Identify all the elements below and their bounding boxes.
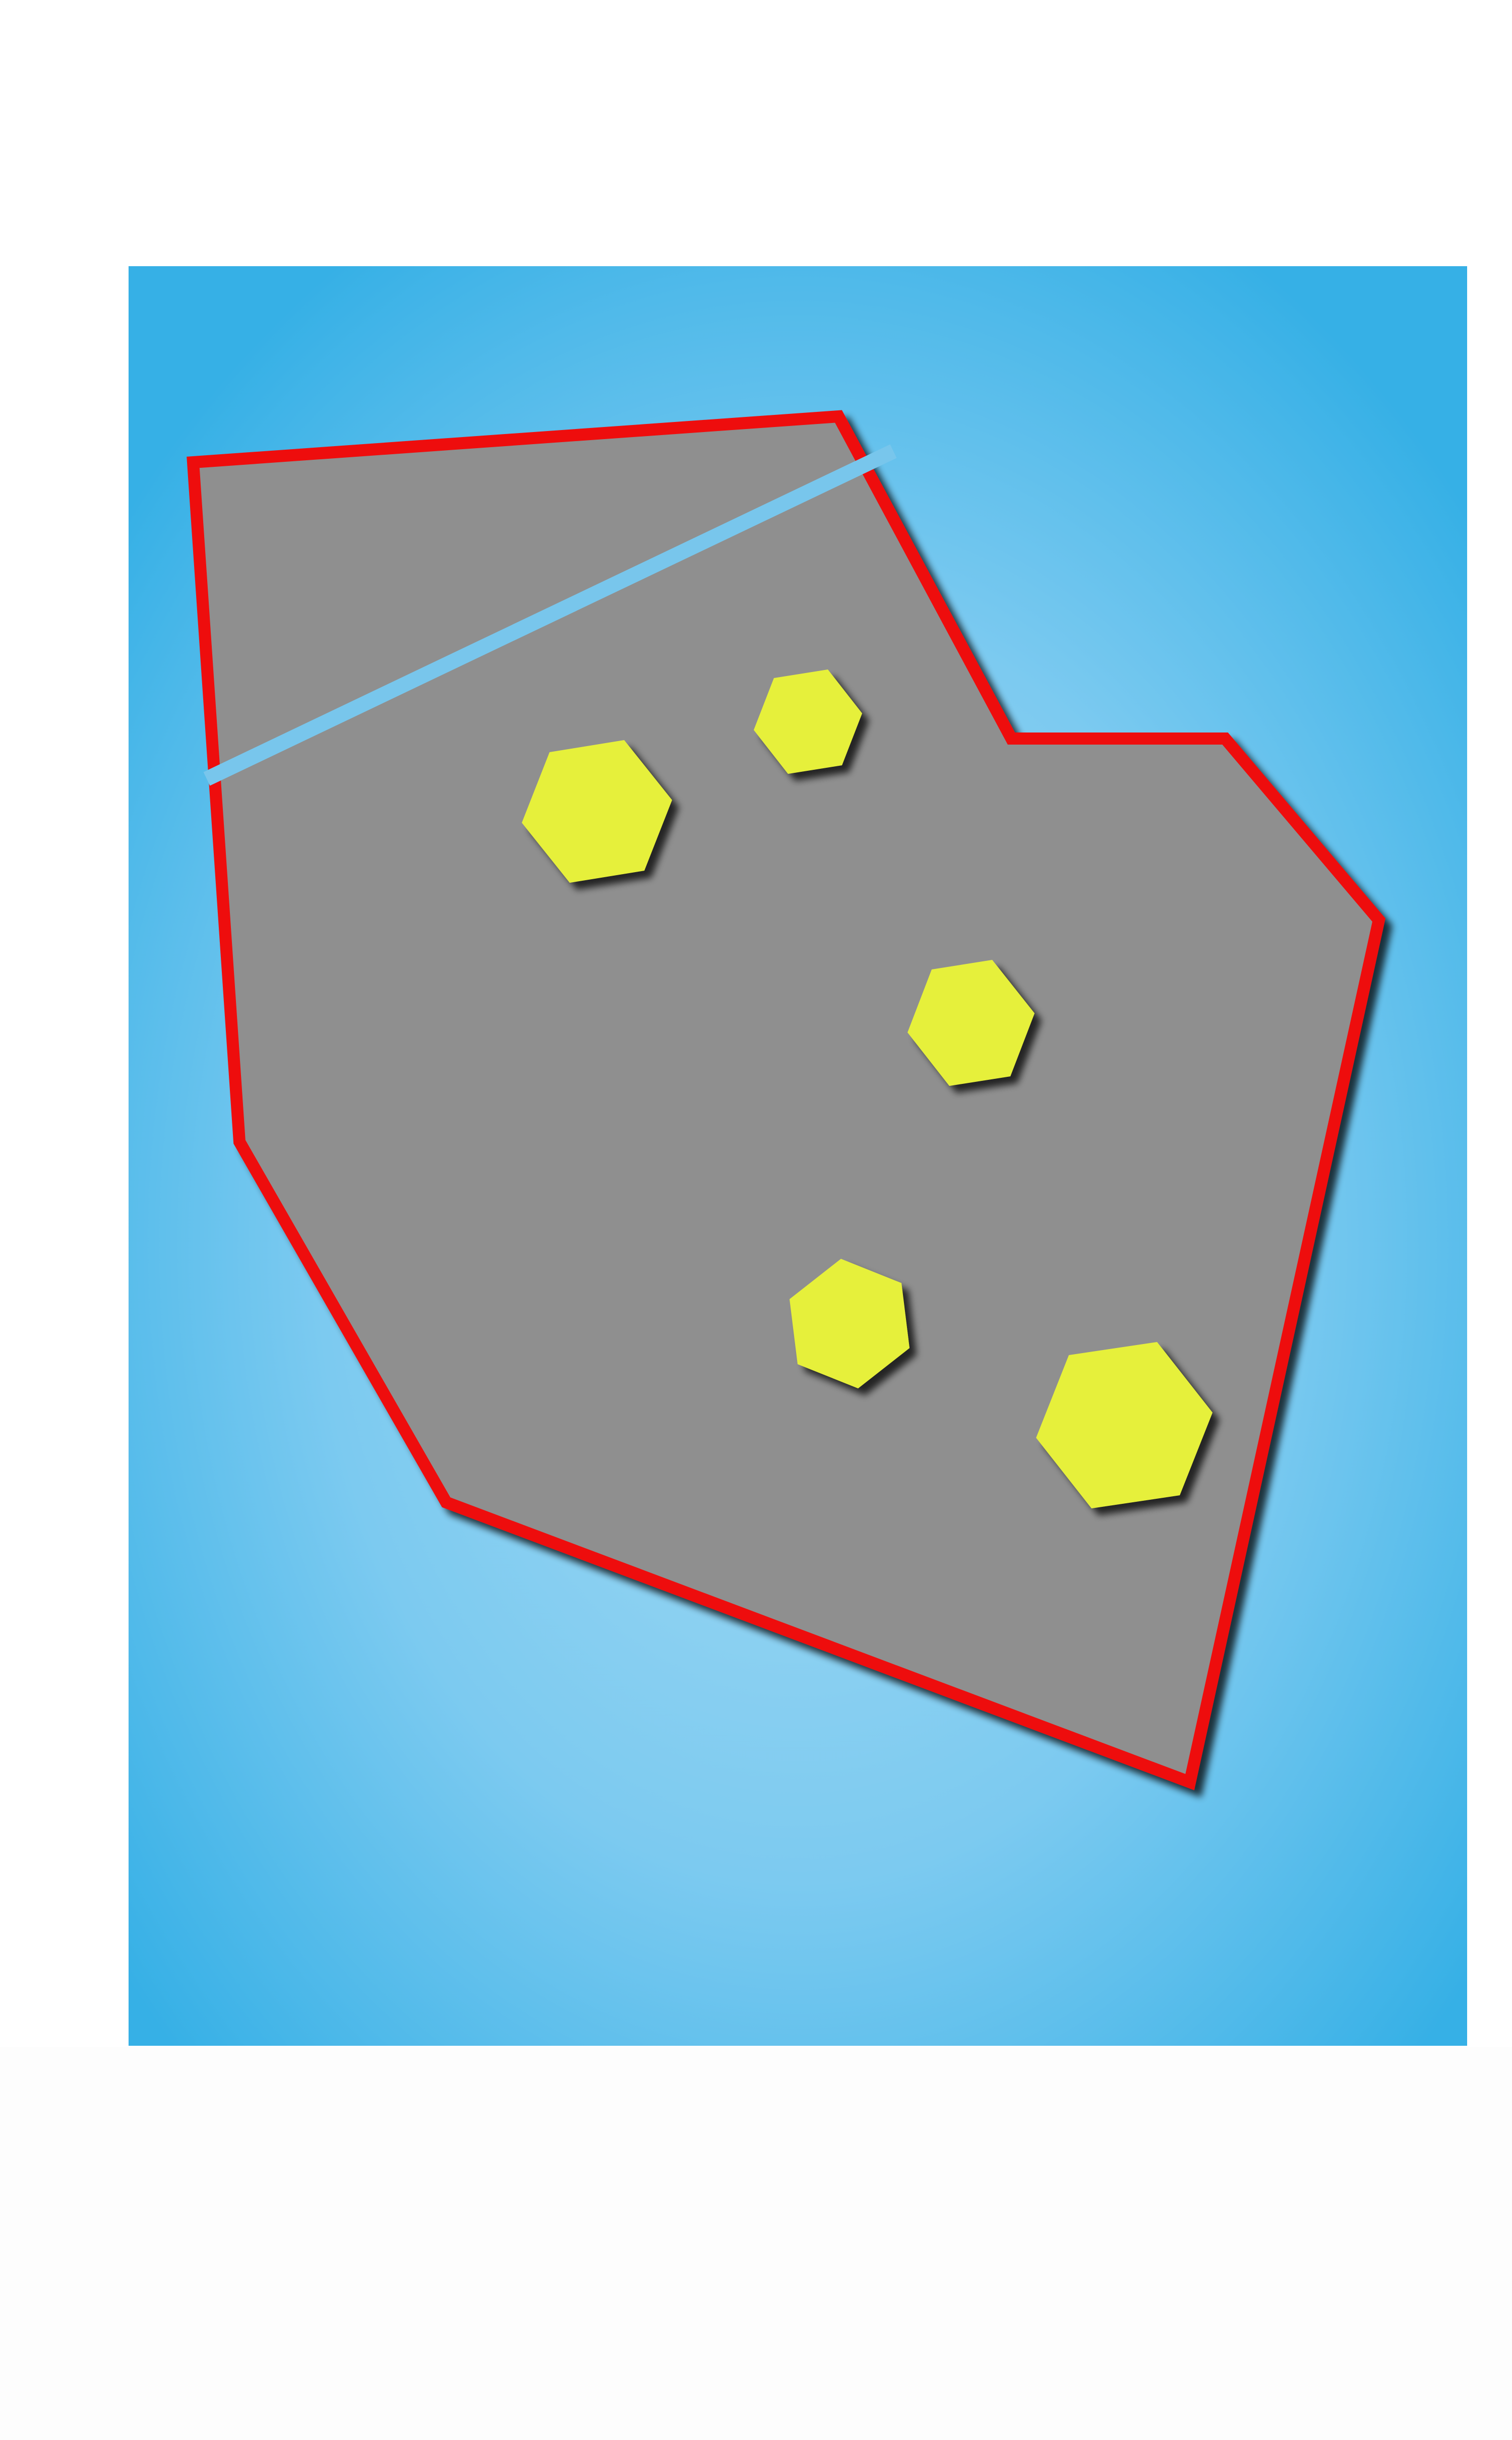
bottom-whitespace [0, 2047, 1512, 2440]
yellow-hexagon-1 [522, 740, 672, 883]
yellow-hexagon-4 [790, 1259, 910, 1388]
blue-diagonal-stripe [203, 444, 897, 786]
yellow-hexagon-3 [908, 960, 1035, 1086]
yellow-hexagon-2 [754, 669, 862, 774]
yellow-hexagon-5 [1036, 1342, 1213, 1508]
